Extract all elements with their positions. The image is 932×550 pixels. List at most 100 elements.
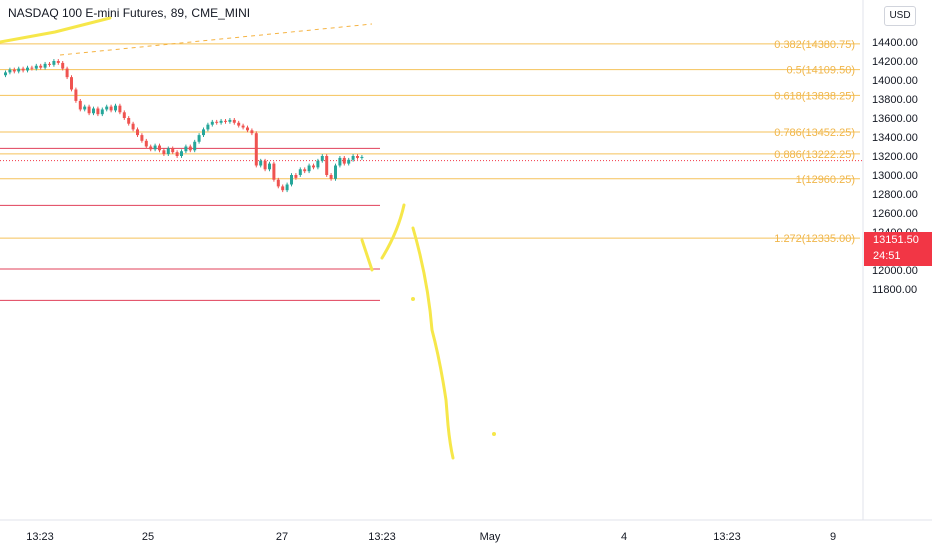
- candle-body: [171, 148, 175, 153]
- candle-body: [127, 118, 131, 124]
- candle-body: [325, 156, 329, 175]
- candle-body: [206, 124, 210, 130]
- candle-body: [193, 141, 197, 151]
- candle-body: [70, 77, 73, 90]
- candle-body: [250, 130, 254, 134]
- candle-body: [237, 122, 241, 126]
- candle-body: [65, 68, 69, 78]
- time-tick-label: May: [480, 531, 501, 543]
- user-drawings: [0, 16, 496, 460]
- candle-body: [12, 69, 16, 72]
- candle-body: [338, 157, 342, 166]
- candle-body: [180, 151, 183, 156]
- time-axis: 13:23 25 27 13:23 May 4 13:23 9: [26, 531, 836, 543]
- candle-body: [228, 119, 232, 122]
- candle-body: [136, 129, 139, 136]
- candle-body: [197, 135, 201, 142]
- candle-body: [166, 148, 170, 155]
- price-tick-label: 12000.00: [872, 265, 918, 277]
- current-price-tag: 13151.50 24:51: [864, 232, 932, 266]
- candle-body: [92, 108, 95, 114]
- candle-body: [215, 121, 219, 123]
- time-tick-label: 13:23: [713, 531, 741, 543]
- candle-body: [219, 120, 223, 123]
- candle-body: [347, 159, 351, 164]
- candle-body: [232, 119, 236, 123]
- price-tick-label: 12800.00: [872, 189, 918, 201]
- candle-body: [307, 165, 311, 172]
- candle-body: [48, 63, 51, 65]
- candle-body: [100, 109, 104, 115]
- brush-stroke[interactable]: [360, 238, 374, 272]
- candle-body: [246, 127, 249, 131]
- currency-button[interactable]: USD: [884, 6, 916, 26]
- candle-body: [114, 105, 117, 111]
- candle-body: [122, 112, 126, 118]
- candle-body: [356, 156, 359, 158]
- candle-body: [175, 152, 179, 156]
- time-tick-label: 27: [276, 531, 288, 543]
- brush-stroke[interactable]: [411, 226, 455, 460]
- fib-level-label: 0.382(14380.75): [774, 39, 855, 51]
- price-tick-label: 14200.00: [872, 56, 918, 68]
- price-tick-label: 12600.00: [872, 208, 918, 220]
- candle-body: [224, 120, 227, 122]
- brush-dot: [492, 432, 496, 436]
- candle-body: [162, 150, 166, 155]
- fib-level-label: 1(12960.25): [796, 174, 855, 186]
- time-tick-label: 9: [830, 531, 836, 543]
- candle-body: [351, 156, 355, 160]
- timeframe: 89,: [170, 6, 188, 20]
- candle-body: [184, 146, 188, 152]
- candle-body: [285, 184, 289, 191]
- candle-body: [34, 65, 38, 69]
- candle-body: [303, 169, 307, 172]
- current-price: 13151.50: [873, 234, 919, 246]
- candle-body: [140, 135, 144, 141]
- candle-body: [290, 175, 293, 185]
- candle-body: [298, 169, 302, 175]
- brush-stroke[interactable]: [380, 203, 406, 260]
- price-tick-label: 13200.00: [872, 151, 918, 163]
- bar-countdown: 24:51: [873, 250, 901, 262]
- candle-body: [360, 156, 364, 158]
- candle-body: [17, 68, 21, 72]
- candle-body: [153, 145, 157, 150]
- candle-body: [8, 69, 12, 73]
- price-tick-label: 13400.00: [872, 132, 918, 144]
- price-tick-label: 13800.00: [872, 94, 918, 106]
- candle-body: [4, 72, 7, 76]
- candle-body: [276, 179, 280, 187]
- candle-body: [259, 160, 263, 166]
- fib-level-label: 0.786(13452.25): [774, 127, 855, 139]
- candle-body: [87, 106, 91, 114]
- candle-body: [105, 106, 109, 110]
- fib-level-label: 0.886(13222.25): [774, 149, 855, 161]
- candle-body: [149, 146, 153, 150]
- price-tick-label: 13600.00: [872, 113, 918, 125]
- candle-body: [109, 106, 113, 111]
- candle-body: [210, 121, 214, 125]
- time-tick-label: 13:23: [26, 531, 54, 543]
- fib-level-label: 0.5(14109.50): [787, 65, 856, 77]
- candle-body: [158, 145, 161, 151]
- candle-body: [144, 140, 148, 147]
- symbol-name: NASDAQ 100 E-mini Futures,: [8, 6, 167, 20]
- time-tick-label: 4: [621, 531, 627, 543]
- candle-body: [312, 165, 315, 168]
- trend-line[interactable]: [0, 16, 112, 44]
- candle-body: [21, 68, 25, 71]
- candle-body: [272, 163, 276, 180]
- candle-body: [320, 156, 324, 161]
- time-tick-label: 25: [142, 531, 154, 543]
- candle-body: [43, 63, 47, 68]
- candle-body: [268, 163, 271, 170]
- candle-body: [61, 62, 65, 69]
- price-tick-label: 14400.00: [872, 37, 918, 49]
- price-tick-label: 13000.00: [872, 170, 918, 182]
- candle-body: [329, 175, 333, 179]
- candle-body: [202, 129, 205, 136]
- dashed-trend-line[interactable]: [59, 23, 373, 56]
- candle-body: [294, 175, 298, 178]
